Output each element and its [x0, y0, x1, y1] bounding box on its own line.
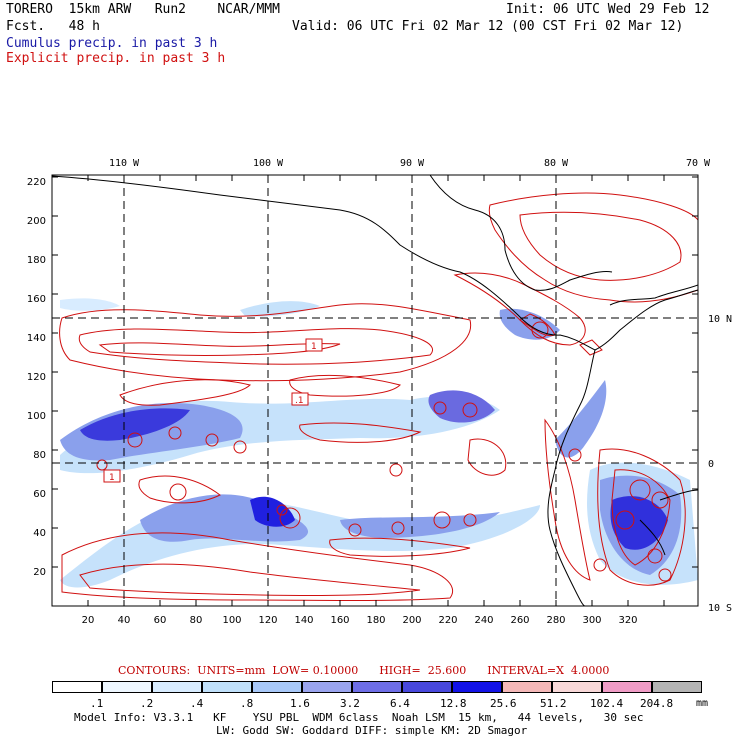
x-tick: 200 [402, 615, 421, 626]
legend-swatch [252, 681, 302, 693]
lat-label: 0 [708, 459, 714, 470]
valid-time: Valid: 06 UTC Fri 02 Mar 12 (00 CST Fri … [292, 19, 684, 34]
y-tick: 100 [27, 411, 46, 422]
x-tick: 140 [294, 615, 313, 626]
legend-swatch [52, 681, 102, 693]
lat-label: 10 N [708, 314, 732, 325]
legend-swatch [202, 681, 252, 693]
lon-label: 90 W [400, 158, 425, 169]
legend-label: .2 [140, 697, 154, 710]
x-tick: 60 [154, 615, 167, 626]
x-tick: 100 [222, 615, 241, 626]
y-tick: 200 [27, 216, 46, 227]
x-tick: 160 [330, 615, 349, 626]
legend-label: .4 [190, 697, 204, 710]
y-tick: 60 [33, 489, 46, 500]
x-tick: 220 [438, 615, 457, 626]
x-tick: 20 [82, 615, 95, 626]
longitude-labels: 110 W 100 W 90 W 80 W 70 W [109, 158, 711, 169]
field-cumulus-label: Cumulus precip. in past 3 h [6, 36, 218, 51]
contour-label-1: 1 [311, 342, 317, 352]
model-info: Model Info: V3.3.1 KF YSU PBL WDM 6class… [74, 711, 644, 724]
legend-label: 25.6 [490, 697, 517, 710]
legend-swatch [352, 681, 402, 693]
y-tick: 120 [27, 372, 46, 383]
contour-info: CONTOURS: UNITS=mm LOW= 0.10000 HIGH= 25… [118, 664, 610, 677]
legend-label: 51.2 [540, 697, 567, 710]
x-tick: 80 [190, 615, 203, 626]
x-tick: 320 [618, 615, 637, 626]
legend-swatch [152, 681, 202, 693]
latlon-grid [52, 175, 698, 606]
y-tick: 80 [33, 450, 46, 461]
y-tick-labels: 220 200 180 160 140 120 100 80 60 40 20 [27, 177, 46, 578]
legend-swatch [602, 681, 652, 693]
latitude-labels: 10 N 0 10 S [708, 314, 732, 614]
lon-label: 80 W [544, 158, 569, 169]
legend-label: 3.2 [340, 697, 360, 710]
x-tick: 180 [366, 615, 385, 626]
y-tick: 20 [33, 567, 46, 578]
y-tick: 180 [27, 255, 46, 266]
legend-label: .1 [90, 697, 104, 710]
model-title: TORERO 15km ARW Run2 NCAR/MMM [6, 2, 280, 17]
legend-label: 102.4 [590, 697, 624, 710]
legend-unit: mm [696, 698, 709, 709]
contour-label-3: 1 [109, 473, 115, 483]
legend-label: 204.8 [640, 697, 674, 710]
legend-label: 12.8 [440, 697, 467, 710]
y-tick: 220 [27, 177, 46, 188]
cumulus-precip-areas [60, 298, 698, 588]
legend-swatch [302, 681, 352, 693]
y-tick: 140 [27, 333, 46, 344]
legend-swatch [552, 681, 602, 693]
legend-swatch [452, 681, 502, 693]
field-explicit-label: Explicit precip. in past 3 h [6, 51, 226, 66]
y-tick: 160 [27, 294, 46, 305]
legend-swatch [102, 681, 152, 693]
physics-info: LW: Godd SW: Goddard DIFF: simple KM: 2D… [216, 724, 528, 737]
lon-label: 100 W [253, 158, 284, 169]
map-content: 1 .1 1 [52, 175, 698, 606]
x-tick: 40 [118, 615, 131, 626]
lon-label: 110 W [109, 158, 140, 169]
explicit-precip-contours [59, 192, 698, 601]
legend-swatch [502, 681, 552, 693]
contour-label-2: .1 [295, 396, 304, 406]
map-frame [51, 174, 699, 607]
init-time: Init: 06 UTC Wed 29 Feb 12 [506, 2, 710, 17]
legend-label: 6.4 [390, 697, 410, 710]
contour-value-labels: 1 .1 1 [103, 338, 323, 483]
x-tick: 240 [474, 615, 493, 626]
x-tick: 280 [546, 615, 565, 626]
lon-label: 70 W [686, 158, 711, 169]
legend-swatch [402, 681, 452, 693]
y-tick: 40 [33, 528, 46, 539]
legend-label: .8 [240, 697, 254, 710]
x-tick: 300 [582, 615, 601, 626]
forecast-hour: Fcst. 48 h [6, 19, 100, 34]
x-tick: 120 [258, 615, 277, 626]
axis-ticks [51, 175, 698, 607]
coastlines [52, 175, 698, 606]
x-tick: 260 [510, 615, 529, 626]
legend-swatch [652, 681, 702, 693]
lat-label: 10 S [708, 603, 732, 614]
x-tick-labels: 20 40 60 80 100 120 140 160 180 200 220 … [82, 615, 638, 626]
legend-label: 1.6 [290, 697, 310, 710]
